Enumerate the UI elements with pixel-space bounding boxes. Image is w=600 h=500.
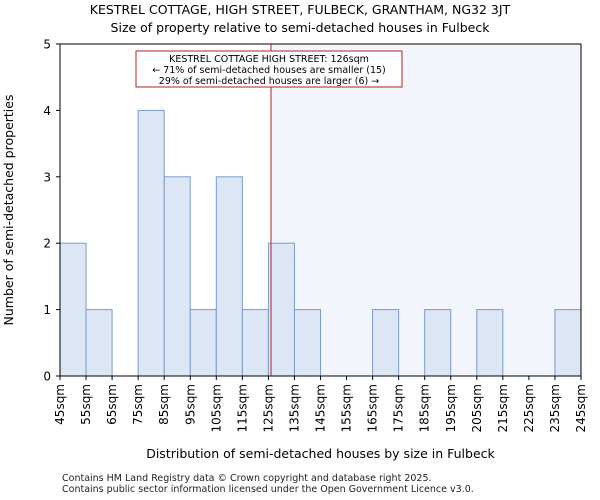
x-tick-label: 215sqm bbox=[496, 384, 510, 432]
bar bbox=[476, 309, 504, 377]
bar bbox=[137, 109, 165, 377]
annotation-box bbox=[135, 50, 403, 88]
x-tick-label: 185sqm bbox=[418, 384, 432, 432]
footer-copyright: Contains HM Land Registry data © Crown c… bbox=[62, 473, 432, 484]
x-tick-label: 75sqm bbox=[131, 384, 145, 425]
y-tick-label: 4 bbox=[43, 104, 51, 118]
annotation-line-1: KESTREL COTTAGE HIGH STREET: 126sqm bbox=[169, 54, 369, 65]
x-tick-label: 195sqm bbox=[444, 384, 458, 432]
bar bbox=[189, 309, 217, 377]
x-tick-label: 155sqm bbox=[340, 384, 354, 432]
x-tick-label: 45sqm bbox=[53, 384, 67, 425]
x-tick-label: 55sqm bbox=[79, 384, 93, 425]
bar bbox=[163, 176, 191, 377]
x-tick-label: 205sqm bbox=[470, 384, 484, 432]
x-tick-label: 225sqm bbox=[522, 384, 536, 432]
x-tick-label: 145sqm bbox=[314, 384, 328, 432]
y-tick-label: 3 bbox=[43, 170, 51, 184]
y-tick-label: 2 bbox=[43, 237, 51, 251]
bar bbox=[267, 242, 295, 377]
y-tick-label: 0 bbox=[43, 370, 51, 384]
y-axis-label: Number of semi-detached properties bbox=[1, 95, 16, 326]
x-tick-label: 65sqm bbox=[105, 384, 119, 425]
bar bbox=[554, 309, 582, 377]
y-tick-label: 5 bbox=[43, 38, 51, 52]
x-tick-label: 135sqm bbox=[287, 384, 301, 432]
x-tick-label: 165sqm bbox=[366, 384, 380, 432]
bar bbox=[424, 309, 452, 377]
annotation-line-2: ← 71% of semi-detached houses are smalle… bbox=[152, 65, 386, 76]
x-tick-label: 235sqm bbox=[548, 384, 562, 432]
bar bbox=[215, 176, 243, 377]
histogram-chart: 0 1 2 3 4 5 45sqm 55sqm 65sqm 75sqm 85sqm 95sqm 105s… bbox=[1, 38, 588, 462]
x-tick-label: 125sqm bbox=[261, 384, 275, 432]
x-tick-label: 115sqm bbox=[235, 384, 249, 432]
chart-subtitle: Size of property relative to semi-detach… bbox=[110, 20, 490, 35]
footer-licence: Contains public sector information licen… bbox=[62, 484, 474, 495]
bar bbox=[59, 242, 87, 377]
x-tick-label: 85sqm bbox=[157, 384, 171, 425]
bar bbox=[293, 309, 322, 377]
y-tick-label: 1 bbox=[43, 303, 51, 317]
chart-title: KESTREL COTTAGE, HIGH STREET, FULBECK, G… bbox=[89, 2, 511, 17]
bar bbox=[85, 309, 113, 377]
x-tick-label: 175sqm bbox=[392, 384, 406, 432]
property-annotation: KESTREL COTTAGE HIGH STREET: 126sqm ← 71… bbox=[135, 50, 403, 88]
annotation-line-3: 29% of semi-detached houses are larger (… bbox=[159, 76, 379, 87]
x-axis-label: Distribution of semi-detached houses by … bbox=[146, 446, 495, 461]
x-tick-label: 95sqm bbox=[183, 384, 197, 425]
bar bbox=[241, 309, 269, 377]
x-tick-label: 245sqm bbox=[574, 384, 588, 432]
x-tick-label: 105sqm bbox=[209, 384, 223, 432]
bar bbox=[372, 309, 400, 377]
